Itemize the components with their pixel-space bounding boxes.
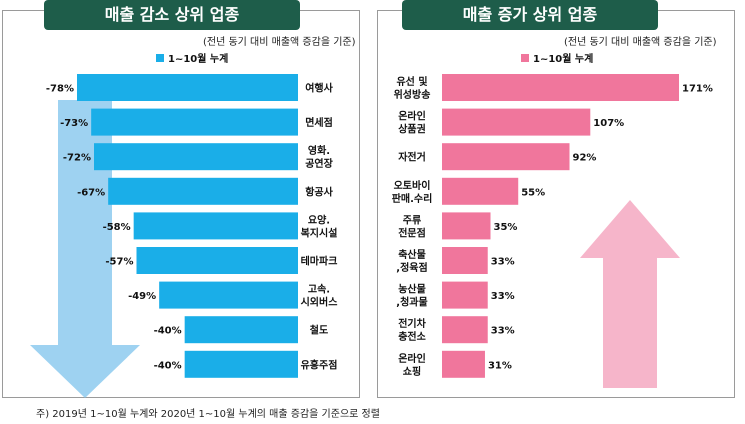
category-label: 요양. — [308, 214, 330, 226]
bar — [77, 74, 298, 101]
category-label: 테마파크 — [301, 255, 338, 268]
bar — [136, 247, 298, 274]
bar — [159, 281, 298, 309]
category-label: 판매.수리 — [392, 192, 433, 205]
bar — [442, 74, 679, 101]
value-label: -57% — [105, 257, 133, 268]
category-label: 온라인 — [398, 352, 426, 365]
category-label: 온라인 — [398, 110, 426, 123]
bar — [91, 108, 299, 136]
value-label: -40% — [154, 360, 182, 371]
category-label: 유흥주점 — [301, 358, 338, 371]
category-label: 오토바이 — [394, 179, 431, 192]
decrease-chart-title: 매출 감소 상위 업종 — [44, 0, 300, 30]
bar — [108, 177, 299, 205]
category-label: 영화. — [308, 144, 330, 157]
category-label: 충전소 — [398, 330, 426, 343]
category-label: 농산물 — [398, 283, 426, 296]
category-label: 시외버스 — [301, 296, 338, 309]
decrease-legend: 1~10월 누계 — [156, 50, 228, 65]
category-label: 철도 — [310, 324, 328, 337]
footnote: 주) 2019년 1~10월 누계와 2020년 1~10월 누계의 매출 증감… — [36, 409, 380, 420]
bar — [442, 108, 591, 136]
category-label: 유선 및 — [396, 75, 427, 88]
category-label: 전문점 — [398, 226, 426, 239]
legend-label: 1~10월 누계 — [533, 54, 594, 65]
value-label: 31% — [488, 360, 512, 371]
category-label: 주류 — [403, 214, 421, 226]
value-label: 33% — [491, 326, 515, 337]
down-arrow-shape — [30, 100, 140, 398]
bar — [442, 350, 485, 378]
category-label: 여행사 — [305, 82, 333, 95]
bar — [442, 281, 488, 309]
bar — [442, 212, 491, 240]
value-label: 33% — [491, 257, 515, 268]
category-label: 항공사 — [305, 185, 333, 198]
category-label: 상품권 — [398, 123, 426, 136]
value-label: 33% — [491, 291, 515, 302]
category-label: ,청과물 — [396, 296, 427, 309]
up-arrow-shape — [580, 200, 680, 388]
category-label: 자전거 — [398, 151, 426, 164]
legend-swatch — [156, 54, 164, 62]
category-label: 복지시설 — [301, 226, 338, 239]
value-label: -78% — [46, 84, 74, 95]
value-label: -73% — [60, 118, 88, 129]
category-label: ,정육점 — [396, 261, 427, 274]
bar — [442, 316, 488, 344]
category-label: 위성방송 — [394, 88, 431, 101]
value-label: 55% — [521, 187, 545, 198]
increase-legend: 1~10월 누계 — [521, 50, 593, 65]
decrease-chart-note: (전년 동기 대비 매출액 증감을 기준) — [203, 37, 356, 48]
legend-swatch — [521, 54, 529, 62]
increase-chart-title: 매출 증가 상위 업종 — [402, 0, 658, 30]
bar — [184, 316, 298, 344]
value-label: 171% — [682, 84, 713, 95]
increase-chart-note: (전년 동기 대비 매출액 증감을 기준) — [564, 37, 717, 48]
value-label: -58% — [103, 222, 131, 233]
bar — [442, 247, 488, 274]
bar — [442, 177, 519, 205]
bar — [184, 350, 298, 378]
category-label: 전기차 — [398, 317, 426, 330]
bar — [133, 212, 298, 240]
value-label: 92% — [573, 153, 597, 164]
value-label: -72% — [63, 153, 91, 164]
category-label: 고속. — [308, 284, 330, 296]
value-label: 35% — [494, 222, 518, 233]
bar — [442, 143, 570, 171]
value-label: -40% — [154, 326, 182, 337]
category-label: 면세점 — [305, 116, 333, 129]
value-label: -49% — [128, 291, 156, 302]
value-label: 107% — [593, 118, 624, 129]
category-label: 공연장 — [305, 157, 333, 170]
legend-label: 1~10월 누계 — [168, 54, 229, 65]
bar — [94, 143, 298, 171]
category-label: 쇼핑 — [403, 365, 421, 378]
value-label: -67% — [77, 187, 105, 198]
category-label: 축산물 — [398, 248, 426, 261]
